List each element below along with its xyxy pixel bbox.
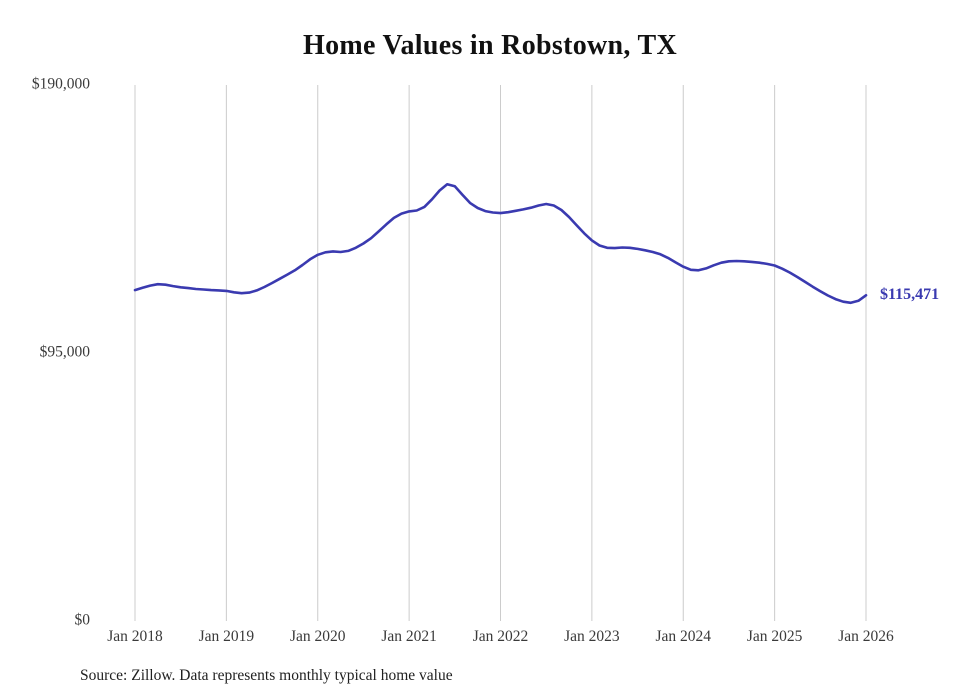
home-value-line bbox=[133, 183, 868, 305]
y-tick-label: $0 bbox=[75, 612, 91, 629]
source-note: Source: Zillow. Data represents monthly … bbox=[80, 667, 453, 684]
y-tick-label: $190,000 bbox=[32, 76, 90, 93]
x-tick-label: Jan 2019 bbox=[199, 628, 255, 645]
x-tick-label: Jan 2018 bbox=[107, 628, 163, 645]
x-tick-label: Jan 2022 bbox=[473, 628, 529, 645]
x-tick-label: Jan 2025 bbox=[747, 628, 803, 645]
chart-title: Home Values in Robstown, TX bbox=[302, 30, 677, 61]
y-tick-label: $95,000 bbox=[40, 344, 91, 361]
x-tick-label: Jan 2026 bbox=[838, 628, 894, 645]
x-tick-label: Jan 2020 bbox=[290, 628, 346, 645]
x-tick-label: Jan 2023 bbox=[564, 628, 620, 645]
x-tick-label: Jan 2021 bbox=[381, 628, 437, 645]
x-tick-label: Jan 2024 bbox=[655, 628, 711, 645]
latest-value-label: $115,471 bbox=[880, 286, 939, 303]
